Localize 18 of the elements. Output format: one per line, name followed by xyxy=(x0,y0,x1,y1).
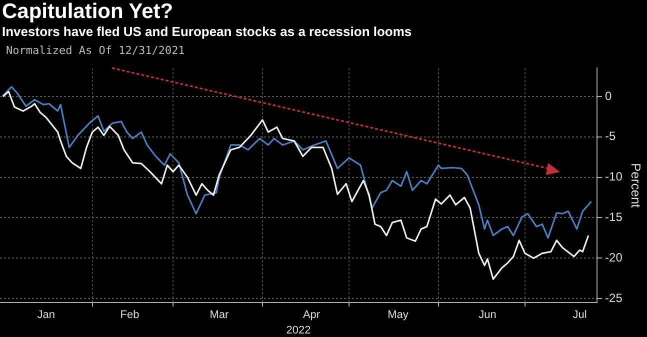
chart-subtitle: Investors have fled US and European stocks as a recession looms xyxy=(2,24,412,40)
x-tick-label: Jan xyxy=(37,309,56,322)
chart-title: Capitulation Yet? xyxy=(2,0,174,24)
x-axis-title: 2022 xyxy=(286,324,311,336)
y-tick-label: -15 xyxy=(605,210,623,224)
y-tick-label: -20 xyxy=(605,250,623,264)
y-axis-title: Percent xyxy=(628,162,644,208)
x-tick-label: Jun xyxy=(478,309,496,322)
x-tick-label: May xyxy=(388,309,409,322)
text: Normalized As Of 12/31/2021 xyxy=(6,44,185,57)
x-tick-label: Apr xyxy=(302,309,320,322)
y-tick-label: 0 xyxy=(605,88,612,103)
y-tick-label: -10 xyxy=(605,170,623,184)
y-tick-label: -25 xyxy=(605,290,623,305)
y-tick-label: -5 xyxy=(605,129,616,144)
x-tick-label: Mar xyxy=(210,309,230,322)
x-tick-label: Jul xyxy=(572,309,587,322)
x-tick-label: Feb xyxy=(120,309,140,322)
